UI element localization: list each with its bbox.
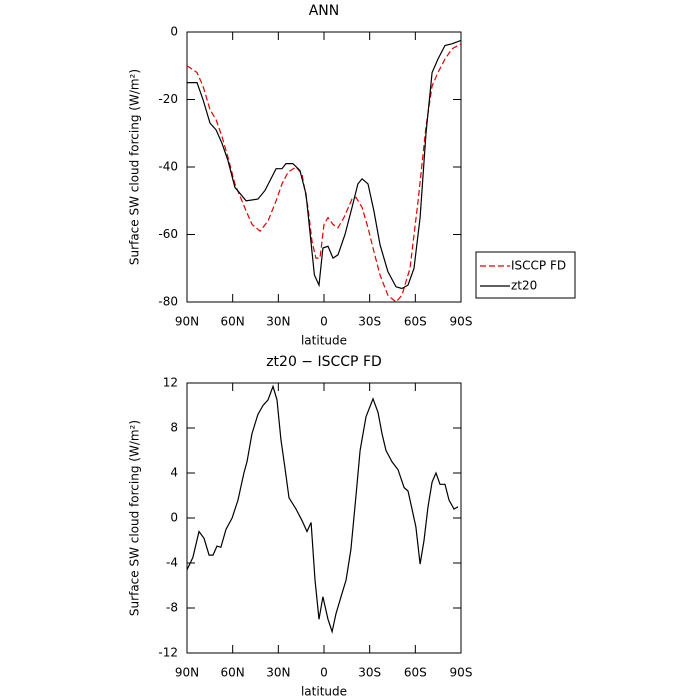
plot-frame [186,31,462,303]
x-tick-label: 60S [404,315,427,329]
data-line [187,39,462,290]
y-tick-label: 0 [170,25,178,39]
y-axis-label: Surface SW cloud forcing (W/m²) [128,69,142,265]
y-tick-label: -60 [158,227,178,241]
y-tick-label: 8 [170,421,178,435]
plot-frame [186,382,462,654]
x-tick-label: 30S [358,666,381,680]
y-tick-label: -20 [158,92,178,106]
x-tick-label: 90N [175,315,199,329]
chart-title: zt20 − ISCCP FD [266,354,382,370]
x-tick-label: 30N [266,315,290,329]
y-tick-label: -40 [158,160,178,174]
x-axis-label: latitude [301,685,347,699]
y-tick-label: -4 [166,556,178,570]
y-tick-label: -12 [158,646,178,660]
y-axis-label: Surface SW cloud forcing (W/m²) [128,420,142,616]
x-tick-label: 30N [266,666,290,680]
chart-title: ANN [309,3,340,19]
panel: ANN latitude Surface SW cloud forcing (W/m… [128,3,576,348]
y-tick-label: 12 [163,376,178,390]
data-line [186,384,459,634]
y-tick-label: -8 [166,601,178,615]
x-tick-label: 60S [404,666,427,680]
y-tick-label: 0 [170,511,178,525]
legend-box [475,251,576,299]
x-tick-label: 90S [450,315,473,329]
x-tick-label: 60N [221,315,245,329]
data-line [186,43,462,303]
legend-label: zt20 [511,279,537,293]
x-tick-label: 90S [450,666,473,680]
x-axis-label: latitude [301,334,347,348]
x-tick-label: 0 [320,315,328,329]
x-tick-label: 0 [320,666,328,680]
panel: zt20 − ISCCP FD latitude Surface SW cloud … [128,354,473,699]
x-tick-label: 60N [221,666,245,680]
legend: ISCCP FD zt20 [475,251,576,299]
x-tick-label: 30S [358,315,381,329]
y-tick-label: 4 [170,466,178,480]
x-tick-label: 90N [175,666,199,680]
legend-label: ISCCP FD [511,259,566,273]
y-tick-label: -80 [158,295,178,309]
